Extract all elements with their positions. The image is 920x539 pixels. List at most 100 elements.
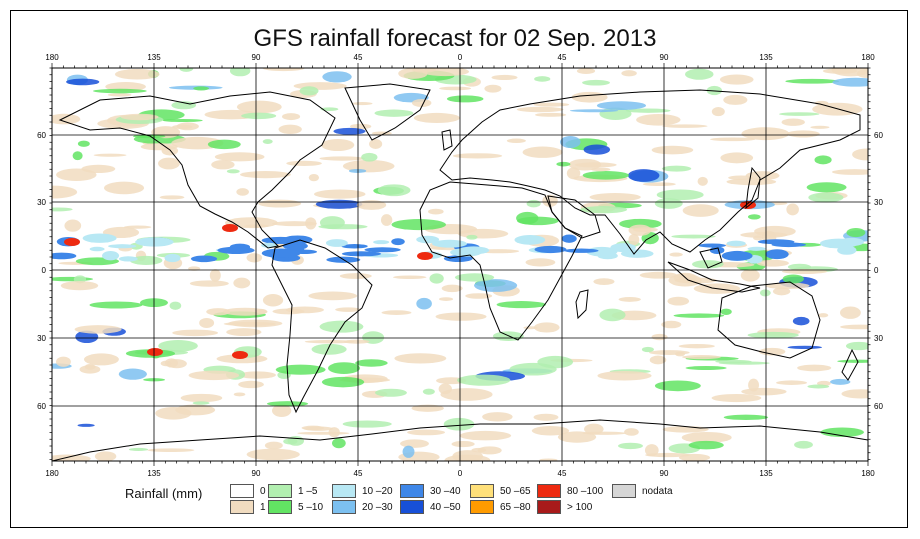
legend-item: 65 –80: [470, 500, 531, 514]
rain-cell: [756, 259, 789, 267]
rain-cell: [411, 98, 432, 107]
rain-cell: [628, 233, 640, 246]
indonesia-coast: [667, 261, 761, 293]
rain-cell: [52, 207, 73, 212]
rain-cell: [597, 371, 652, 381]
rain-cell: [776, 380, 808, 385]
rain-cell: [341, 244, 368, 249]
rain-cell: [797, 364, 832, 372]
rain-cell: [158, 157, 180, 170]
lon-label-bottom: 180: [45, 469, 59, 478]
rain-cell: [556, 161, 571, 167]
rain-cell: [596, 101, 647, 110]
arabia-coast: [547, 195, 601, 239]
rain-cell: [241, 112, 277, 120]
rain-cell: [741, 127, 790, 141]
rain-cell: [211, 160, 235, 170]
rain-cell: [56, 356, 71, 367]
rain-cell: [740, 269, 760, 282]
rain-cell: [526, 199, 541, 208]
rain-cell: [810, 125, 830, 129]
rain-cell: [533, 413, 559, 421]
rain-cell: [654, 198, 683, 209]
legend-swatch: [230, 500, 254, 514]
rain-cell: [649, 355, 667, 365]
lat-label-right: 60: [874, 131, 883, 140]
rainfall-field: [52, 68, 868, 461]
rain-cell: [506, 138, 526, 144]
rain-cell: [682, 204, 719, 217]
rain-cell: [77, 140, 90, 147]
coastlines: [52, 83, 868, 461]
rain-cell: [74, 325, 122, 334]
legend-label: 1: [260, 501, 266, 513]
rain-cell: [450, 248, 482, 257]
legend-item: 0: [230, 484, 266, 498]
rain-cell: [207, 139, 241, 150]
rain-cell: [223, 321, 276, 326]
rain-cell: [374, 109, 414, 117]
rain-cell: [392, 275, 427, 279]
rain-cell: [159, 195, 185, 200]
legend-item: 80 –100: [537, 484, 603, 498]
rain-cell: [671, 234, 716, 239]
rain-cell: [698, 243, 726, 248]
rain-cell: [787, 263, 812, 271]
rain-cell: [304, 339, 355, 344]
rain-cell: [261, 242, 278, 248]
lon-label-top: 45: [354, 53, 363, 62]
rain-cell: [172, 124, 193, 129]
rain-cell: [758, 347, 786, 356]
legend-label: 1 –5: [298, 485, 318, 497]
rain-cell: [814, 155, 832, 165]
rain-cell: [569, 109, 619, 113]
rain-cell: [140, 143, 178, 151]
rain-cell: [560, 135, 581, 149]
rain-cell: [272, 308, 305, 315]
legend-item: 1: [230, 500, 266, 514]
rain-cell: [625, 108, 671, 113]
rain-cell: [576, 68, 596, 75]
rain-cell: [656, 189, 704, 201]
rain-cell: [361, 152, 378, 162]
rain-cell: [258, 199, 302, 208]
lon-label-top: 0: [458, 53, 463, 62]
rain-cell: [697, 176, 708, 186]
rain-cell: [118, 368, 147, 380]
rain-cell: [335, 307, 361, 312]
rain-cell: [380, 214, 393, 226]
lat-label-left: 0: [42, 266, 47, 275]
legend-item: 1 –5: [268, 484, 317, 498]
rain-cell: [332, 438, 346, 449]
lon-label-bottom: 180: [861, 469, 875, 478]
rain-cell: [429, 273, 444, 284]
rain-cell: [782, 274, 804, 284]
rain-cell: [108, 244, 137, 249]
rain-cell: [321, 139, 355, 152]
rain-cell: [808, 192, 844, 203]
legend-label: 0: [260, 485, 266, 497]
rain-cell: [748, 378, 760, 392]
rain-cell: [283, 438, 298, 445]
rain-cell: [621, 70, 637, 77]
legend-swatch: [268, 500, 292, 514]
rain-cell: [667, 296, 690, 306]
rain-cell: [787, 345, 822, 349]
rain-cell: [477, 446, 502, 455]
rain-cell: [644, 444, 659, 457]
rain-cell: [852, 148, 868, 161]
rain-cell: [416, 235, 440, 244]
rain-cell: [457, 374, 511, 386]
rain-cell: [641, 346, 654, 353]
lat-label-right: 0: [874, 266, 879, 275]
rain-cell: [839, 306, 861, 319]
north-america-coast: [58, 91, 336, 249]
legend-label: 30 –40: [430, 485, 461, 497]
rain-cell: [199, 317, 215, 328]
legend-swatch: [332, 500, 356, 514]
rain-cell: [757, 239, 795, 245]
rain-cell: [102, 251, 120, 261]
madagascar-coast: [575, 289, 589, 320]
legend-label: nodata: [642, 485, 673, 497]
rain-cell: [651, 145, 694, 155]
